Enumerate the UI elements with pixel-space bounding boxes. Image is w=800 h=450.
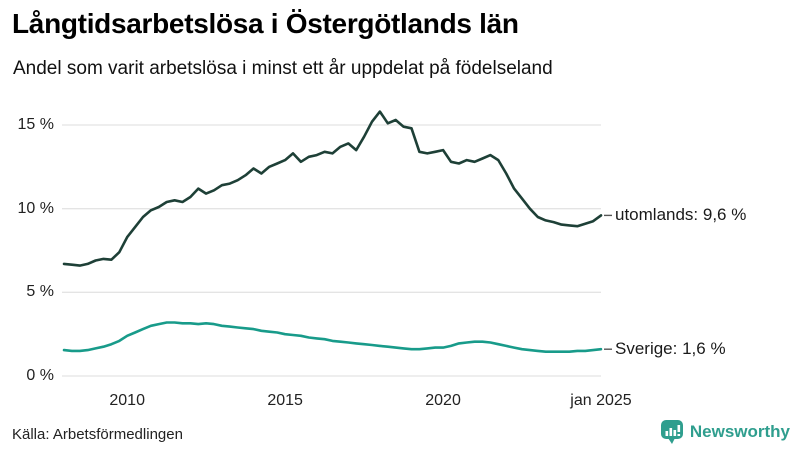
newsworthy-brand: Newsworthy xyxy=(660,419,790,445)
chart-subtitle: Andel som varit arbetslösa i minst ett å… xyxy=(13,58,553,79)
y-tick-label: 5 % xyxy=(26,283,54,301)
series-line-Sverige xyxy=(62,321,603,354)
source-note: Källa: Arbetsförmedlingen xyxy=(12,426,183,443)
x-tick-label: jan 2025 xyxy=(570,392,632,409)
chart-title: Långtidsarbetslösa i Östergötlands län xyxy=(12,8,519,39)
series-line-utomlands xyxy=(62,110,603,267)
newsworthy-logo-icon xyxy=(660,420,683,444)
y-tick-label: 15 % xyxy=(17,116,54,133)
y-tick-label: 10 % xyxy=(17,199,54,217)
series-end-label-utomlands: utomlands: 9,6 % xyxy=(615,205,747,225)
x-tick-label: 2015 xyxy=(267,392,303,409)
series-end-label-sverige: Sverige: 1,6 % xyxy=(615,339,726,359)
y-tick-label: 0 % xyxy=(26,367,54,384)
x-tick-label: 2010 xyxy=(109,392,145,409)
newsworthy-wordmark: Newsworthy xyxy=(689,422,790,441)
x-tick-label: 2020 xyxy=(425,392,461,409)
